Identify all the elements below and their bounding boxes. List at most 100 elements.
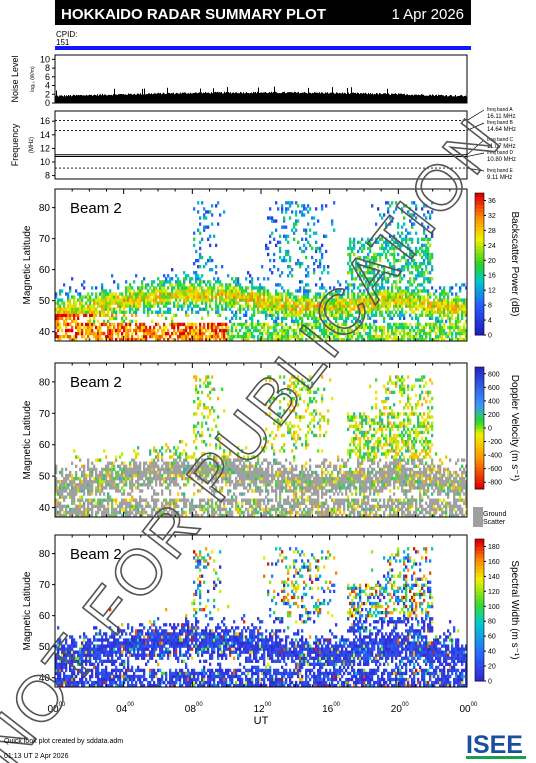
heatmap-cell — [67, 483, 70, 487]
heatmap-cell — [173, 480, 176, 484]
heatmap-cell — [367, 337, 370, 342]
heatmap-cell — [235, 504, 238, 509]
heatmap-cell — [381, 304, 384, 308]
heatmap-cell — [317, 295, 320, 299]
heatmap-cell — [229, 501, 232, 505]
heatmap-cell — [387, 334, 390, 339]
heatmap-cell — [203, 507, 206, 512]
heatmap-cell — [265, 378, 268, 382]
heatmap-cell — [169, 501, 172, 505]
heatmap-cell — [271, 513, 274, 518]
heatmap-cell — [227, 289, 230, 293]
heatmap-cell — [201, 498, 204, 502]
heatmap-cell — [457, 307, 460, 311]
heatmap-cell — [269, 510, 272, 515]
heatmap-cell — [231, 331, 234, 336]
heatmap-cell — [63, 304, 66, 308]
heatmap-cell — [367, 277, 370, 281]
heatmap-cell — [457, 319, 460, 324]
heatmap-cell — [203, 298, 206, 302]
heatmap-cell — [113, 322, 116, 327]
heatmap-cell — [329, 310, 332, 314]
heatmap-cell — [241, 492, 244, 496]
heatmap-cell — [105, 486, 108, 490]
heatmap-cell — [63, 495, 66, 499]
heatmap-cell — [303, 228, 306, 232]
heatmap-cell — [255, 301, 258, 305]
heatmap-cell — [367, 325, 370, 330]
heatmap-cell — [151, 470, 154, 475]
heatmap-cell — [281, 489, 284, 493]
heatmap-cell — [431, 268, 434, 272]
heatmap-cell — [353, 252, 356, 257]
heatmap-cell — [409, 237, 412, 241]
heatmap-cell — [237, 458, 240, 462]
heatmap-cell — [71, 304, 74, 308]
heatmap-cell — [393, 313, 396, 317]
heatmap-cell — [217, 436, 220, 441]
heatmap-cell — [407, 243, 410, 248]
heatmap-cell — [159, 483, 162, 487]
heatmap-cell — [91, 498, 94, 502]
heatmap-cell — [237, 473, 240, 478]
heatmap-cell — [203, 280, 206, 284]
heatmap-cell — [193, 513, 196, 518]
heatmap-cell — [175, 298, 178, 302]
heatmap-cell — [267, 483, 270, 487]
heatmap-cell — [175, 510, 178, 515]
heatmap-cell — [87, 473, 90, 478]
heatmap-cell — [371, 258, 374, 263]
heatmap-cell — [345, 325, 348, 330]
heatmap-cell — [95, 492, 98, 496]
heatmap-cell — [389, 265, 392, 269]
heatmap-cell — [447, 313, 450, 317]
heatmap-cell — [93, 301, 96, 305]
heatmap-cell — [399, 337, 402, 342]
heatmap-cell — [325, 249, 328, 254]
heatmap-cell — [163, 289, 166, 293]
heatmap-cell — [57, 301, 60, 305]
heatmap-cell — [283, 328, 286, 333]
heatmap-cell — [451, 334, 454, 339]
heatmap-cell — [419, 301, 422, 305]
heatmap-cell — [295, 337, 298, 342]
heatmap-cell — [251, 473, 254, 478]
heatmap-cell — [389, 246, 392, 251]
heatmap-cell — [437, 319, 440, 324]
heatmap-cell — [335, 298, 338, 302]
heatmap-cell — [101, 513, 104, 518]
heatmap-cell — [121, 295, 124, 299]
heatmap-cell — [235, 495, 238, 499]
heatmap-cell — [207, 292, 210, 296]
frequency-band-value: 10.80 MHz — [487, 157, 516, 163]
heatmap-cell — [325, 313, 328, 317]
heatmap-cell — [127, 473, 130, 478]
heatmap-cell — [411, 316, 414, 321]
heatmap-cell — [313, 261, 316, 266]
heatmap-cell — [337, 292, 340, 296]
heatmap-cell — [259, 476, 262, 481]
heatmap-cell — [213, 337, 216, 342]
heatmap-cell — [145, 295, 148, 299]
heatmap-cell — [93, 304, 96, 308]
heatmap-cell — [223, 307, 226, 311]
heatmap-cell — [113, 310, 116, 314]
heatmap-cell — [373, 328, 376, 333]
heatmap-cell — [367, 268, 370, 272]
heatmap-cell — [63, 480, 66, 484]
heatmap-cell — [207, 313, 210, 317]
heatmap-cell — [211, 295, 214, 299]
heatmap-cell — [189, 467, 192, 472]
heatmap-cell — [57, 489, 60, 493]
heatmap-cell — [197, 304, 200, 308]
heatmap-cell — [197, 334, 200, 339]
heatmap-cell — [195, 473, 198, 478]
heatmap-cell — [379, 213, 382, 217]
heatmap-cell — [401, 301, 404, 305]
heatmap-cell — [315, 310, 318, 314]
heatmap-cell — [341, 298, 344, 302]
heatmap-cell — [197, 274, 200, 278]
colorbar-swatch — [475, 301, 484, 306]
heatmap-cell — [107, 510, 110, 515]
heatmap-cell — [207, 295, 210, 299]
